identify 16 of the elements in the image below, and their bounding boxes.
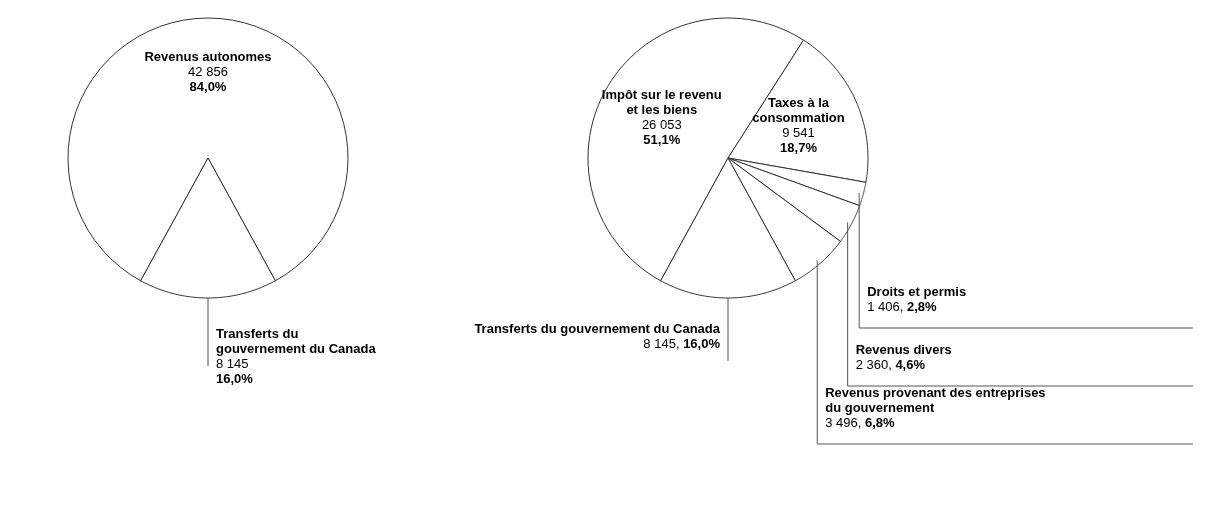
slice-label: Taxes à la consommation: [752, 95, 845, 126]
slice-label: Revenus provenant des entreprises du gouvernement: [825, 385, 1046, 415]
slice-label: Transferts du gouvernement du Canada: [216, 326, 377, 356]
slice-label: Revenus autonomes: [144, 49, 272, 64]
slice-label: Impôt sur le revenu et les biens: [601, 86, 722, 117]
data-label: 42 856 84,0%: [188, 64, 228, 94]
slice-label: Transferts du gouvernement du Canada: [474, 321, 721, 336]
data-label: 9 541 18,7%: [780, 125, 818, 156]
data-label: 2 360, 4,6%: [855, 357, 926, 372]
slice-label: Droits et permis: [867, 284, 967, 299]
data-label: 3 496, 6,8%: [825, 415, 896, 430]
slice-label: Revenus divers: [855, 342, 952, 357]
data-label: 1 406, 2,8%: [867, 299, 938, 314]
data-label: 8 145, 16,0%: [643, 336, 721, 351]
data-label: 8 145 16,0%: [216, 356, 254, 386]
data-label: 26 053 51,1%: [641, 116, 682, 147]
